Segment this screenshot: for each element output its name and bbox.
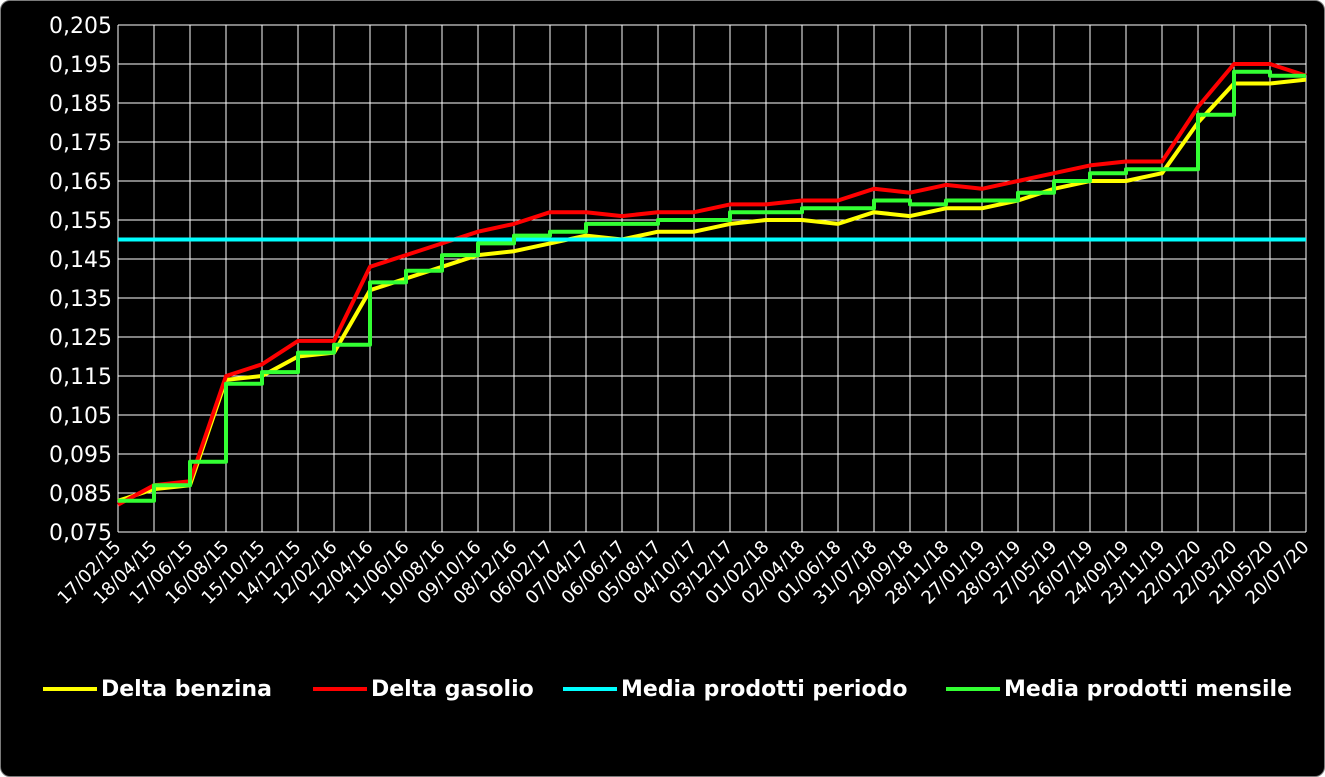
y-tick-label: 0,175	[49, 131, 112, 156]
y-tick-label: 0,115	[49, 365, 112, 390]
legend-label: Delta gasolio	[371, 676, 534, 702]
y-tick-label: 0,105	[49, 404, 112, 429]
y-tick-label: 0,195	[49, 53, 112, 78]
series-line-media-prodotti-mensile	[118, 69, 1306, 503]
y-tick-label: 0,205	[49, 14, 112, 39]
series-line-delta-benzina	[117, 77, 1307, 503]
chart-legend: Delta benzina Delta gasolio Media prodotti…	[1, 673, 1324, 705]
y-tick-label: 0,095	[49, 443, 112, 468]
legend-item: Delta gasolio	[313, 673, 534, 705]
y-tick-label: 0,145	[49, 248, 112, 273]
y-tick-label: 0,075	[49, 521, 112, 546]
legend-label: Media prodotti periodo	[621, 676, 908, 702]
legend-swatch	[43, 687, 97, 691]
legend-swatch	[563, 687, 617, 691]
legend-item: Media prodotti mensile	[946, 673, 1292, 705]
legend-label: Delta benzina	[101, 676, 272, 702]
y-tick-label: 0,135	[49, 287, 112, 312]
y-tick-label: 0,165	[49, 170, 112, 195]
y-tick-label: 0,155	[49, 209, 112, 234]
legend-swatch	[313, 687, 367, 691]
series-line-delta-gasolio	[117, 62, 1307, 507]
legend-item: Media prodotti periodo	[563, 673, 907, 705]
y-tick-label: 0,085	[49, 482, 112, 507]
legend-item: Delta benzina	[43, 673, 272, 705]
legend-swatch	[946, 687, 1000, 691]
y-tick-label: 0,125	[49, 326, 112, 351]
legend-label: Media prodotti mensile	[1004, 676, 1293, 702]
y-tick-label: 0,185	[49, 92, 112, 117]
